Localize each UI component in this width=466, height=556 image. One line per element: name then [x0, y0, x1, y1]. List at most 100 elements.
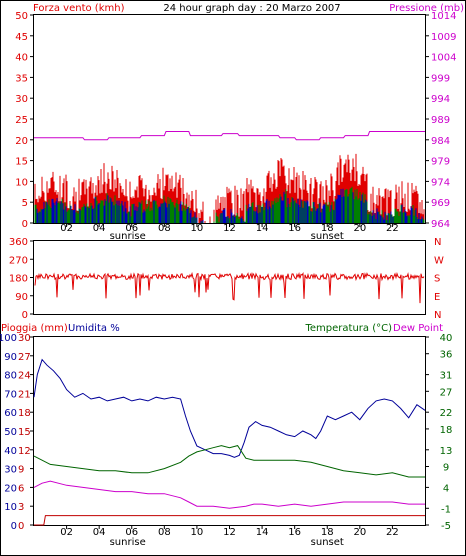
temp-x-tick-label: 06 [125, 527, 138, 538]
temp-hum-series [33, 358, 426, 526]
temperature-y-tick-label: 27 [440, 387, 453, 398]
temperature-line [33, 445, 425, 478]
humidity-y-tick-label: 0 [11, 521, 17, 532]
wind-y-tick-label: 35 [15, 73, 28, 84]
humidity-y-tick-label: 40 [4, 446, 17, 457]
sunrise-label: sunrise [110, 231, 146, 242]
rain-y-tick-label: 9 [18, 465, 24, 476]
rain-axis-label: Pioggia (mm) [1, 323, 68, 334]
pressure-y-tick-label: 999 [431, 73, 450, 84]
pressure-y-tick-label: 979 [431, 157, 450, 168]
pressure-y-tick-label: 984 [431, 136, 450, 147]
wind-x-tick-label: 10 [191, 223, 204, 234]
temperature-y-tick-label: 36 [440, 350, 453, 361]
humidity-y-tick-label: 70 [4, 389, 17, 400]
wind-x-tick-label: 14 [256, 223, 269, 234]
wind-x-tick-label: 18 [321, 223, 334, 234]
humidity-y-tick-label: 30 [4, 465, 17, 476]
rain-y-tick-label: 30 [18, 333, 31, 344]
wind-x-tick-label: 04 [93, 223, 106, 234]
wind-y-tick-label: 25 [15, 115, 28, 126]
rain-y-tick-label: 12 [18, 446, 31, 457]
dew-point-line [33, 480, 425, 509]
compass-label: S [434, 274, 440, 285]
rain-y-tick-label: 18 [18, 408, 31, 419]
temperature-y-tick-label: 9 [443, 463, 449, 474]
pressure-y-tick-label: 994 [431, 94, 450, 105]
temperature-y-tick-label: -1 [441, 504, 451, 515]
wind-x-tick-label: 22 [386, 223, 399, 234]
compass-label: N [434, 310, 441, 321]
pressure-y-tick-label: 1004 [431, 53, 456, 64]
sunset-label: sunset [311, 537, 344, 548]
wind-y-tick-label: 40 [15, 53, 28, 64]
dew-point-axis-label: Dew Point [393, 323, 443, 334]
temperature-y-tick-label: 18 [440, 425, 453, 436]
wind-speed-bars [34, 153, 425, 223]
wind-x-tick-label: 12 [223, 223, 236, 234]
compass-label: W [434, 255, 444, 266]
pressure-y-tick-label: 1014 [431, 11, 456, 22]
pressure-line [34, 131, 425, 141]
wind-direction-line [34, 271, 425, 304]
chart-title: 24 hour graph day : 20 Marzo 2007 [163, 3, 340, 14]
wind-y-tick-label: 15 [15, 157, 28, 168]
humidity-y-tick-label: 10 [4, 502, 17, 513]
wind-y-tick-label: 45 [15, 32, 28, 43]
wind-y-tick-label: 30 [15, 94, 28, 105]
pressure-y-tick-label: 1009 [431, 32, 456, 43]
wind-y-tick-label: 10 [15, 177, 28, 188]
wind-axis-label: Forza vento (kmh) [33, 3, 125, 14]
pressure-series [34, 131, 425, 141]
rain-y-tick-label: 3 [18, 502, 24, 513]
rain-y-tick-label: 24 [18, 371, 31, 382]
temperature-y-tick-label: -5 [441, 521, 451, 532]
humidity-y-tick-label: 50 [4, 427, 17, 438]
rain-y-tick-label: 0 [18, 521, 24, 532]
humidity-y-tick-label: 90 [4, 352, 17, 363]
rain-line [34, 515, 425, 526]
rain-y-tick-label: 15 [18, 427, 31, 438]
temperature-y-tick-label: 31 [440, 371, 453, 382]
wind-y-tick-label: 20 [15, 136, 28, 147]
pressure-y-tick-label: 974 [431, 177, 450, 188]
direction-y-tick-label: 0 [22, 310, 28, 321]
wind-x-tick-label: 08 [158, 223, 171, 234]
pressure-y-tick-label: 969 [431, 198, 450, 209]
wind-axis-ticks: 0 5 10 15 20 25 30 35 40 45 50 964 969 974 979 984 989 99… [15, 11, 456, 242]
sunset-label: sunset [311, 231, 344, 242]
humidity-axis-label: Umidita % [68, 323, 120, 334]
temp-x-tick-label: 22 [386, 527, 399, 538]
compass-label: E [434, 292, 440, 303]
rain-y-tick-label: 27 [18, 352, 31, 363]
humidity-y-tick-label: 60 [4, 408, 17, 419]
humidity-y-tick-label: 100 [0, 333, 17, 344]
humidity-y-tick-label: 80 [4, 371, 17, 382]
temp-x-tick-label: 02 [60, 527, 73, 538]
compass-label: N [434, 237, 441, 248]
temp-x-tick-label: 18 [321, 527, 334, 538]
direction-y-tick-label: 360 [9, 237, 28, 248]
wind-y-tick-label: 0 [22, 219, 28, 230]
temp-x-tick-label: 08 [158, 527, 171, 538]
temp-x-tick-label: 14 [256, 527, 269, 538]
direction-y-tick-label: 90 [15, 292, 28, 303]
rain-y-tick-label: 6 [18, 483, 24, 494]
wind-y-tick-label: 5 [22, 198, 28, 209]
humidity-y-tick-label: 20 [4, 483, 17, 494]
humidity-line [33, 358, 426, 458]
wind-x-tick-label: 20 [353, 223, 366, 234]
wind-y-tick-label: 50 [15, 11, 28, 22]
direction-y-tick-label: 180 [9, 274, 28, 285]
temp-x-tick-label: 12 [223, 527, 236, 538]
rain-y-tick-label: 21 [18, 389, 31, 400]
temperature-axis-label: Temperatura (°C) [304, 323, 392, 334]
wind-direction-series [34, 271, 425, 304]
sunrise-label: sunrise [110, 537, 146, 548]
wind-x-tick-label: 02 [60, 223, 73, 234]
temperature-y-tick-label: 22 [440, 408, 453, 419]
pressure-axis-label: Pressione (mb) [389, 3, 464, 14]
